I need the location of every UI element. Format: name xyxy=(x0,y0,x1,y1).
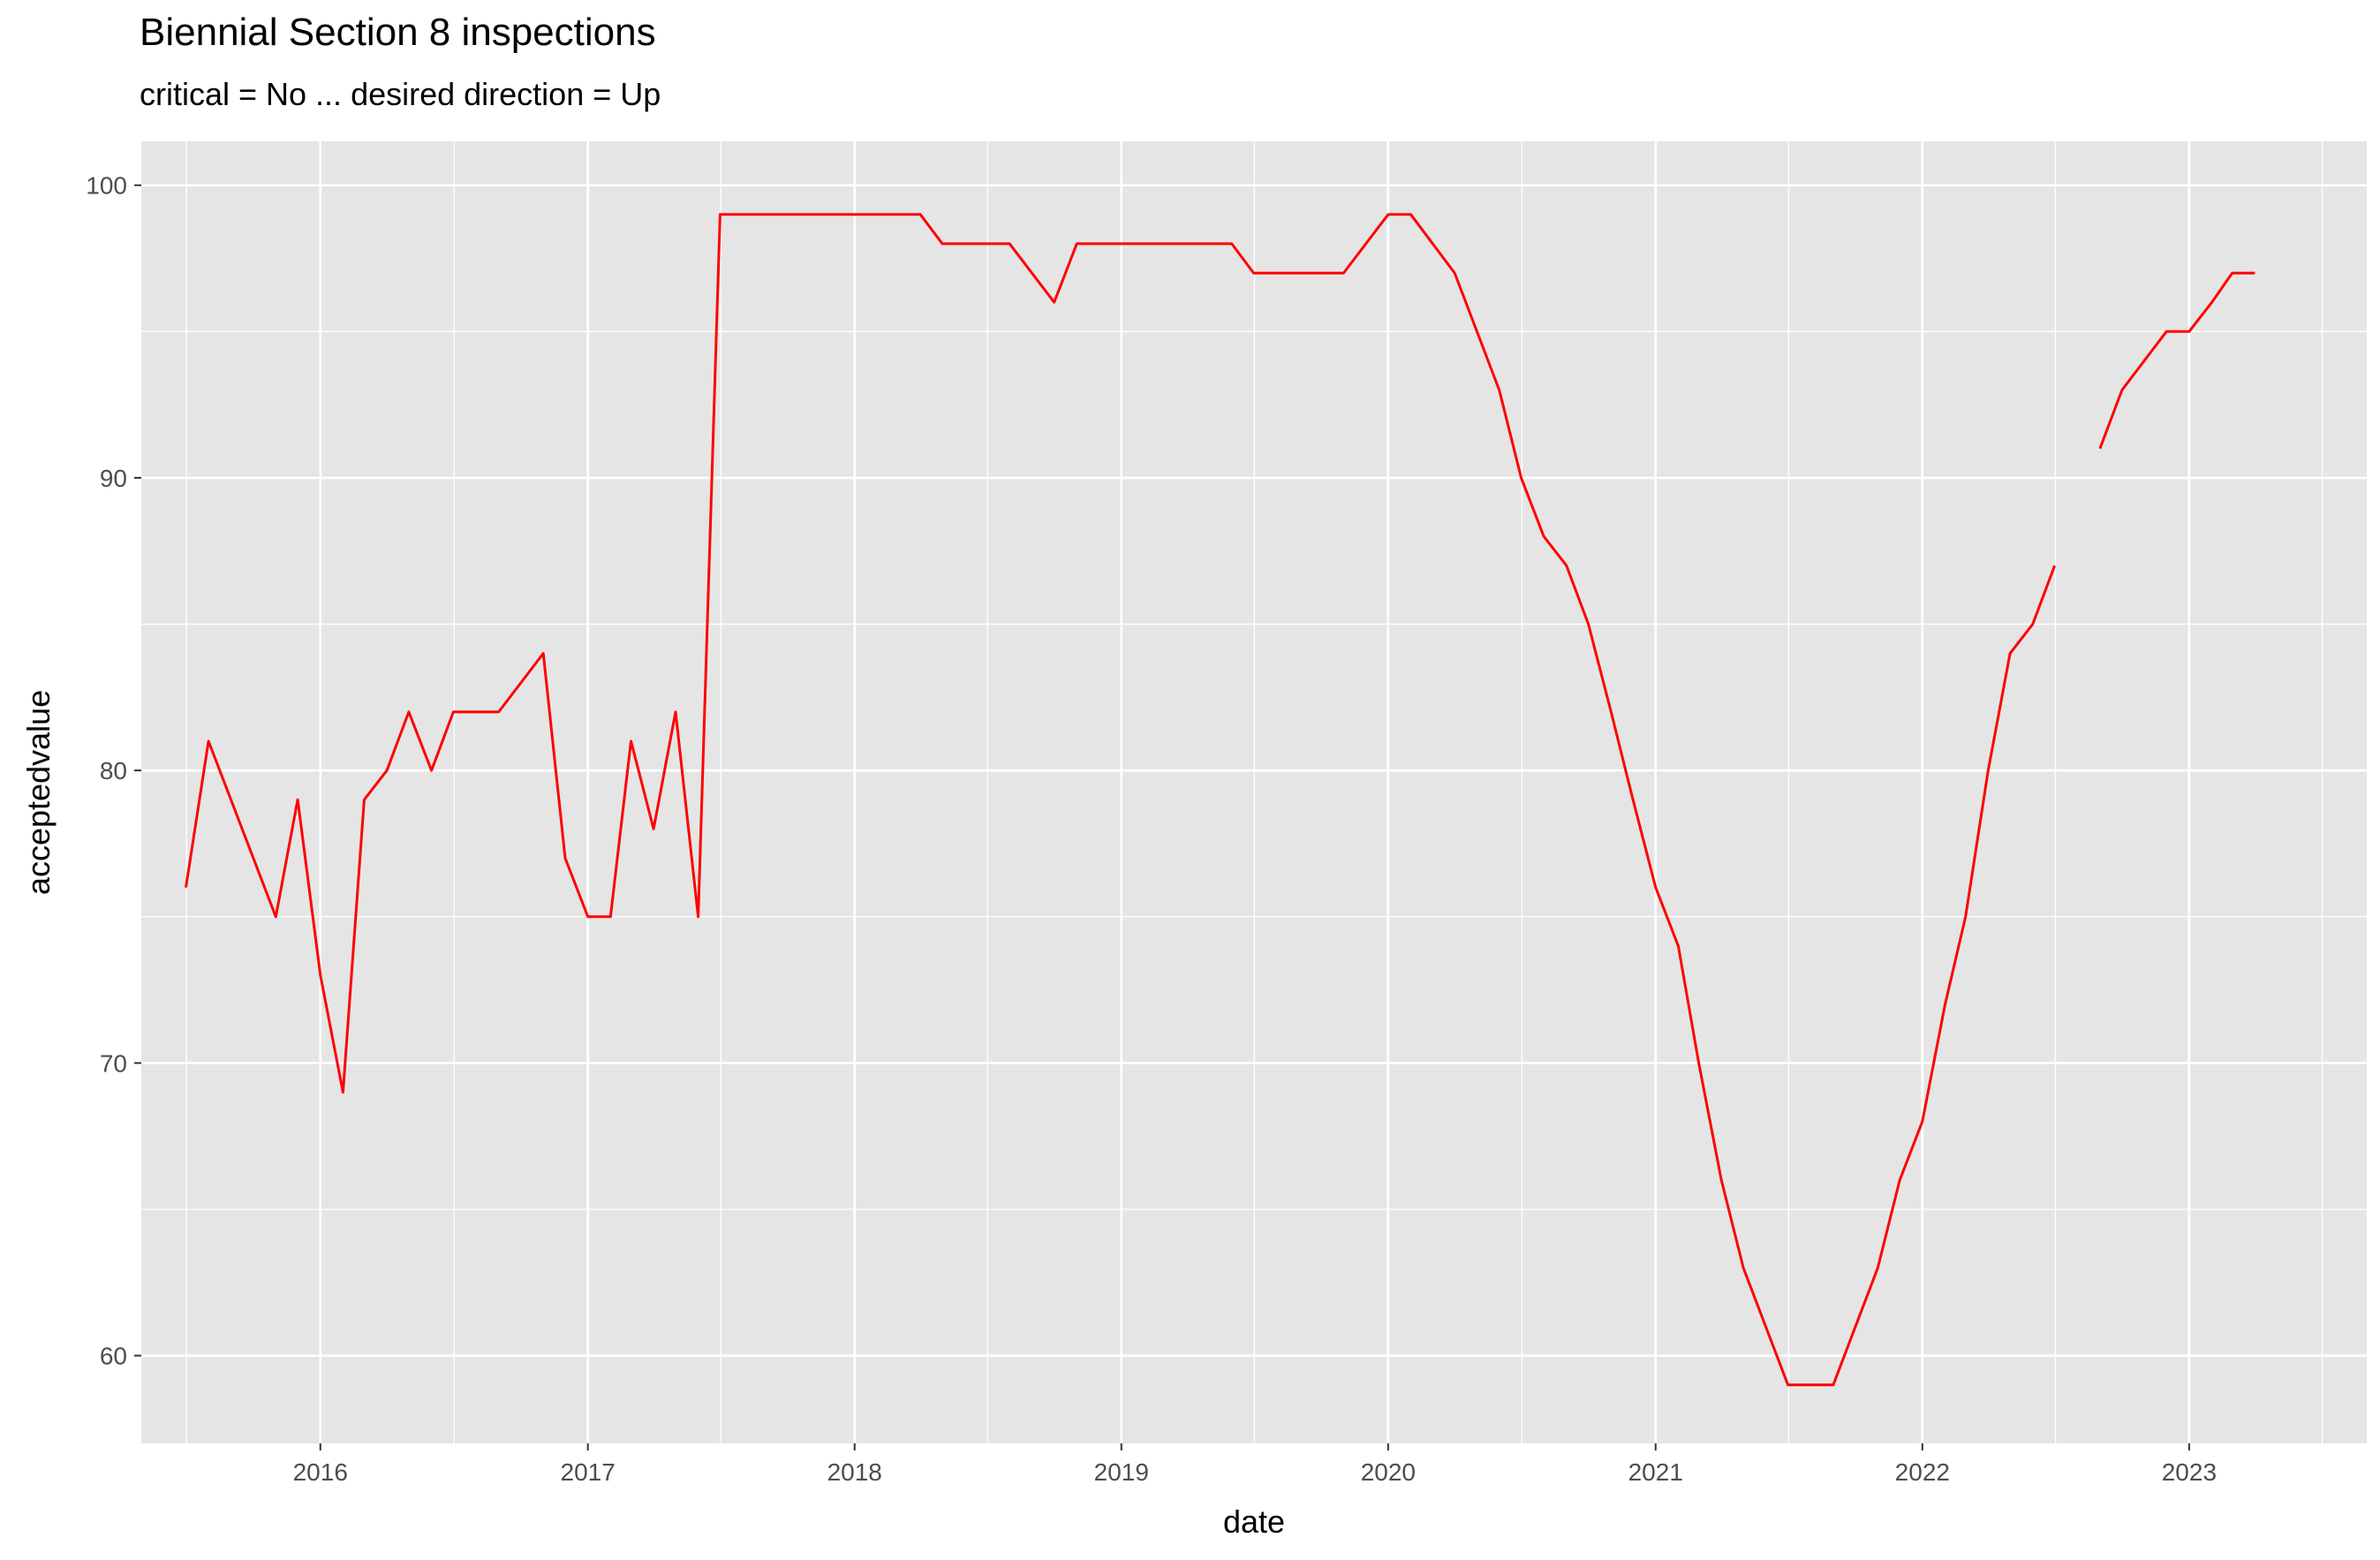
x-tick-label: 2017 xyxy=(561,1458,616,1486)
major-gridlines xyxy=(141,141,2367,1443)
x-axis-title: date xyxy=(1223,1503,1285,1540)
y-tick-label: 90 xyxy=(100,465,127,492)
y-axis: 60 70 80 90 100 xyxy=(86,172,141,1370)
series-line xyxy=(2098,271,2255,450)
x-tick-label: 2018 xyxy=(827,1458,882,1486)
x-tick-label: 2020 xyxy=(1361,1458,1416,1486)
chart-title: Biennial Section 8 inspections xyxy=(140,11,656,54)
x-axis: 2016 2017 2018 2019 2020 2021 2022 2023 xyxy=(293,1443,2217,1486)
series-layer xyxy=(185,213,2255,1387)
x-tick-label: 2019 xyxy=(1094,1458,1149,1486)
y-tick-label: 100 xyxy=(86,172,127,200)
x-tick-label: 2021 xyxy=(1628,1458,1683,1486)
y-axis-title: acceptedvalue xyxy=(20,690,57,895)
y-tick-label: 60 xyxy=(100,1343,127,1370)
minor-gridlines xyxy=(141,141,2367,1443)
series-line xyxy=(185,213,2057,1387)
y-tick-label: 70 xyxy=(100,1049,127,1077)
x-tick-label: 2023 xyxy=(2162,1458,2217,1486)
x-tick-label: 2022 xyxy=(1895,1458,1950,1486)
y-tick-label: 80 xyxy=(100,757,127,784)
x-tick-label: 2016 xyxy=(293,1458,348,1486)
chart-subtitle: critical = No ... desired direction = Up xyxy=(140,76,661,112)
